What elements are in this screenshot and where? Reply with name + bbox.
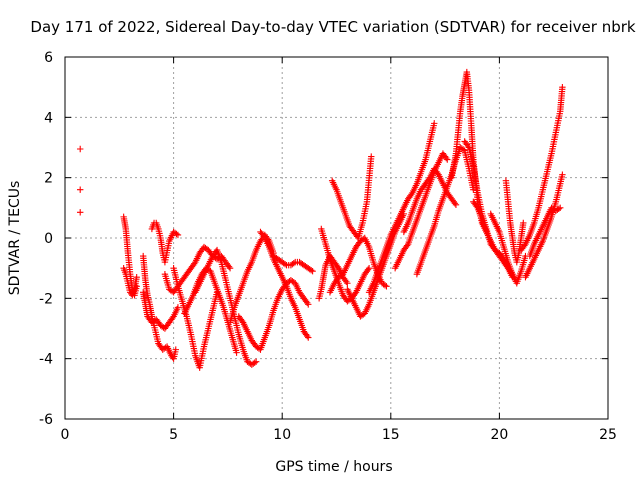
data-point: [473, 203, 480, 210]
x-tick-label: 10: [273, 427, 291, 443]
data-point: [451, 200, 459, 207]
series-isolated: [77, 145, 84, 216]
data-point: [344, 280, 351, 287]
grid-lines: [65, 57, 608, 419]
data-point: [77, 186, 84, 193]
series-track-5: [148, 219, 182, 266]
data-point: [383, 283, 390, 290]
y-tick-label: -6: [39, 412, 53, 428]
data-point: [442, 154, 450, 162]
x-tick-label: 0: [61, 427, 70, 443]
series-track-17: [328, 153, 375, 242]
chart-title: Day 171 of 2022, Sidereal Day-to-day VTE…: [30, 18, 635, 36]
data-point: [381, 282, 389, 289]
y-axis-label: SDTVAR / TECUs: [7, 181, 23, 296]
data-point: [408, 191, 415, 198]
series-track-25: [470, 198, 516, 281]
data-point: [305, 301, 312, 308]
data-point: [252, 358, 260, 365]
data-point: [238, 317, 246, 325]
y-tick-label: 4: [44, 110, 53, 126]
x-tick-label: 25: [599, 427, 617, 443]
x-tick-label: 20: [490, 427, 508, 443]
data-point: [77, 145, 84, 153]
y-tick-label: -4: [39, 352, 53, 368]
data-point: [169, 314, 176, 322]
series-track-30: [526, 204, 564, 260]
series-track-4: [139, 289, 182, 332]
series-track-26: [487, 210, 529, 287]
data-point: [309, 267, 316, 275]
data-point: [172, 346, 179, 353]
y-tick-label: -2: [39, 291, 53, 307]
data-point: [521, 242, 528, 249]
series-track-29: [522, 171, 566, 281]
data-point: [460, 146, 467, 153]
data-point: [303, 332, 311, 340]
series-track-12: [257, 228, 312, 341]
series-track-13: [270, 252, 316, 275]
data-point: [520, 219, 527, 227]
data-point: [77, 209, 84, 216]
data-point: [559, 83, 566, 91]
x-tick-label: 5: [169, 427, 178, 443]
data-point: [425, 175, 433, 183]
data-point: [365, 264, 373, 272]
y-tick-label: 2: [44, 171, 53, 187]
data-point: [559, 171, 566, 178]
data-point: [191, 260, 198, 267]
data-point: [173, 230, 180, 238]
data-point: [343, 278, 350, 285]
data-point: [444, 156, 451, 163]
data-point: [303, 299, 311, 307]
data-point: [233, 349, 240, 356]
data-point: [464, 142, 472, 150]
series-track-14: [315, 252, 351, 302]
y-tick-label: 6: [44, 50, 53, 66]
data-point: [431, 120, 438, 127]
data-point: [555, 205, 562, 213]
series-track-19: [365, 120, 438, 296]
data-point: [434, 169, 441, 177]
series-track-28: [517, 83, 566, 254]
data-point: [368, 153, 375, 160]
data-point: [260, 233, 267, 240]
x-axis-label: GPS time / hours: [275, 459, 392, 475]
data-point: [174, 304, 182, 311]
series-track-11: [235, 277, 312, 353]
data-point: [557, 204, 564, 212]
series-track-20: [391, 150, 451, 272]
series-track-18: [344, 210, 408, 320]
data-point: [225, 263, 233, 270]
data-points: [77, 68, 566, 371]
axis-ticks: 0 5 10 15 20 25 -6 -4 -2 0 2 4 6: [39, 50, 617, 443]
series-track-24: [461, 138, 516, 278]
data-point: [133, 274, 140, 281]
data-point: [452, 201, 460, 209]
data-point: [226, 264, 234, 272]
data-point: [290, 259, 297, 267]
series-track-2: [120, 264, 140, 299]
data-point: [403, 242, 411, 249]
data-point: [351, 290, 359, 298]
data-point: [174, 231, 182, 239]
data-point: [305, 334, 312, 341]
data-point: [281, 260, 289, 268]
y-tick-label: 0: [44, 231, 53, 247]
data-point: [251, 359, 258, 366]
x-tick-label: 15: [382, 427, 400, 443]
data-point: [307, 266, 315, 274]
data-point: [364, 266, 372, 273]
series-track-15: [318, 225, 373, 305]
series-track-27: [502, 177, 527, 266]
series-track-16: [326, 234, 390, 296]
